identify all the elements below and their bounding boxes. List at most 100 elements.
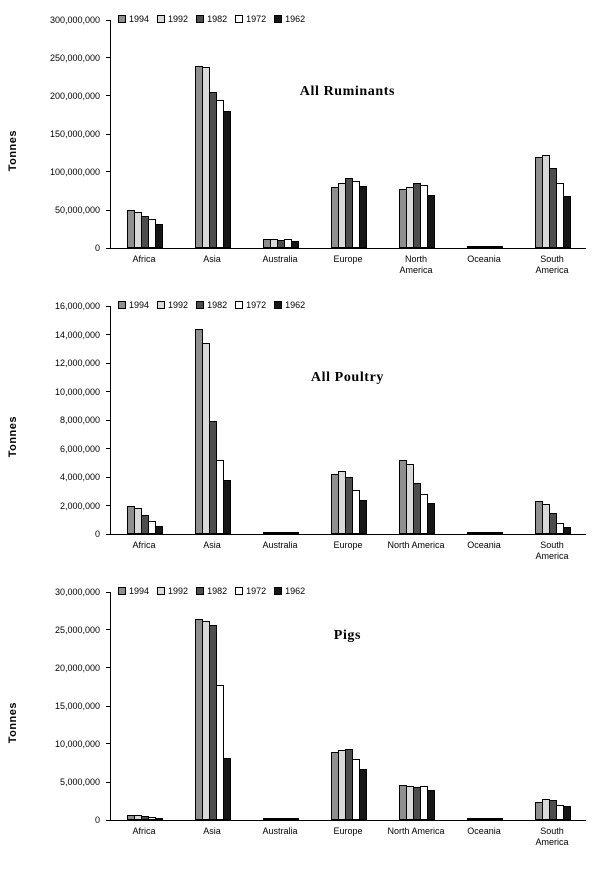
x-category-label: Australia [262, 254, 298, 264]
y-tick-mark [106, 57, 110, 59]
legend-swatch-1972 [235, 587, 244, 595]
legend: 1994 1992 1982 1972 1962 [118, 586, 305, 596]
legend-item-1992: 1992 [157, 300, 188, 310]
legend-label-1962: 1962 [285, 586, 306, 596]
bar-1962-asia [223, 479, 232, 534]
y-tick-label: 12,000,000 [54, 358, 100, 368]
y-tick-label: 6,000,000 [59, 443, 100, 454]
legend-label-1972: 1972 [246, 586, 267, 596]
bar-1962-europe [359, 499, 367, 534]
bar-1962-africa [155, 526, 164, 534]
bar-group-asia [179, 592, 247, 820]
x-category-label: South America [535, 826, 569, 847]
legend-item-1982: 1982 [196, 586, 227, 596]
bar-1962-asia [223, 111, 232, 248]
legend-item-1982: 1982 [196, 14, 227, 24]
legend-swatch-1972 [235, 15, 244, 23]
x-category-label: Oceania [467, 826, 501, 836]
x-category-label: North America [399, 254, 433, 275]
bar-1962-oceania [494, 532, 503, 534]
legend-label-1992: 1992 [168, 586, 189, 596]
x-category-label: North America [387, 826, 445, 836]
x-category-label: Asia [203, 254, 221, 264]
y-tick-label: 50,000,000 [54, 205, 100, 215]
x-category-label: Africa [132, 826, 156, 836]
bar-group-north-america [382, 20, 450, 248]
y-tick-mark [106, 391, 110, 392]
bar-groups [111, 20, 586, 248]
legend-label-1972: 1972 [246, 14, 267, 24]
y-tick-label: 200,000,000 [49, 90, 100, 101]
y-axis-title-text: Tonnes [7, 130, 19, 172]
y-tick-mark [106, 95, 110, 97]
legend-item-1972: 1972 [235, 300, 266, 310]
legend-item-1982: 1982 [196, 300, 227, 310]
bar-group-europe [315, 20, 383, 248]
bar-1962-oceania [494, 246, 503, 248]
y-tick-label: 30,000,000 [54, 587, 100, 597]
y-tick-mark [106, 533, 110, 535]
x-category-label: Australia [262, 540, 298, 550]
y-tick-mark [106, 247, 110, 249]
y-axis-tick-labels: 30,000,000 25,000,000 20,000,000 15,000,000… [26, 587, 106, 825]
plot-area: 1994 1992 1982 1972 1962 All Ruminants 300,0… [26, 8, 600, 294]
x-axis-labels: Africa Asia Australia Europe North America Oc… [110, 254, 586, 276]
bar-group-africa [111, 20, 179, 248]
bar-1962-australia [291, 818, 300, 820]
x-category-label: Europe [333, 826, 363, 836]
y-tick-label: 150,000,000 [49, 129, 100, 139]
bar-group-australia [247, 592, 315, 820]
bar-1962-south-america [562, 806, 571, 820]
chart-all-ruminants: Tonnes 1994 1992 1982 1972 1962 All Ruminant… [0, 8, 600, 294]
bar-1962-south-america [562, 196, 571, 248]
y-tick-mark [106, 19, 110, 21]
legend-item-1962: 1962 [274, 586, 305, 596]
legend-item-1992: 1992 [157, 586, 188, 596]
y-tick-label: 250,000,000 [49, 52, 100, 63]
y-tick-mark [106, 667, 110, 669]
y-tick-mark [106, 209, 110, 211]
y-tick-label: 0 [94, 529, 100, 539]
y-tick-mark [106, 133, 110, 135]
y-tick-label: 8,000,000 [59, 415, 100, 425]
legend-swatch-1994 [118, 301, 126, 309]
legend-item-1994: 1994 [118, 300, 149, 310]
bar-1962-europe [359, 769, 367, 820]
legend-label-1982: 1982 [207, 14, 228, 24]
y-tick-mark [106, 591, 110, 593]
bar-group-asia [179, 20, 247, 248]
bar-1962-africa [155, 817, 164, 820]
y-tick-mark [106, 819, 110, 821]
legend-item-1992: 1992 [157, 14, 188, 24]
y-axis-title-text: Tonnes [7, 416, 19, 458]
legend-swatch-1962 [274, 301, 283, 309]
legend-item-1962: 1962 [274, 14, 305, 24]
legend-swatch-1994 [118, 587, 126, 595]
bar-group-europe [315, 592, 383, 820]
y-tick-label: 10,000,000 [54, 386, 100, 397]
bar-1962-europe [359, 185, 367, 248]
y-axis-title-text: Tonnes [7, 702, 19, 744]
y-tick-mark [106, 743, 110, 745]
legend-label-1982: 1982 [207, 586, 228, 596]
chart-all-poultry: Tonnes 1994 1992 1982 1972 1962 All Poultry … [0, 294, 600, 580]
bar-group-australia [247, 306, 315, 534]
x-category-label: Europe [333, 540, 363, 550]
chart-title: Pigs [333, 628, 362, 643]
y-axis-title: Tonnes [0, 8, 26, 294]
bar-1972-asia [216, 685, 225, 820]
y-tick-mark [106, 334, 110, 335]
y-tick-mark [106, 171, 110, 173]
legend-swatch-1962 [274, 15, 283, 23]
legend-label-1962: 1962 [285, 300, 306, 310]
plot [106, 305, 586, 535]
bar-group-north-america [382, 306, 450, 534]
legend-swatch-1994 [118, 15, 126, 23]
chart-title: All Ruminants [299, 84, 396, 99]
legend-swatch-1992 [157, 301, 166, 309]
bar-group-south-america [518, 20, 586, 248]
x-category-label: Oceania [467, 540, 501, 550]
y-axis-tick-labels: 300,000,000 250,000,000 200,000,000 150,000… [26, 15, 106, 253]
plot [106, 19, 586, 249]
y-tick-label: 4,000,000 [59, 472, 100, 482]
